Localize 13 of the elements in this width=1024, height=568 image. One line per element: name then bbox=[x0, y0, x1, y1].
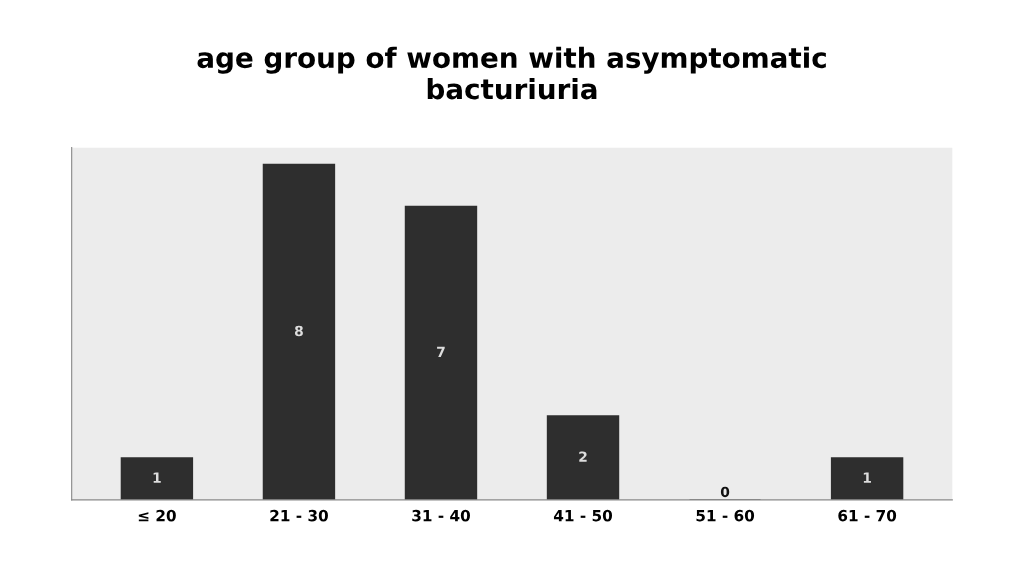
data-label: 1 bbox=[153, 472, 161, 483]
data-label: 7 bbox=[437, 346, 445, 357]
x-tick-label: ≤ 20 bbox=[138, 509, 176, 522]
x-tick-label: 41 - 50 bbox=[553, 509, 613, 522]
data-label: 2 bbox=[579, 451, 587, 462]
data-label: 0 bbox=[720, 486, 730, 498]
x-tick-label: 31 - 40 bbox=[412, 509, 470, 522]
chart-title: age group of women with asymptomatic bacturiuria bbox=[197, 46, 826, 100]
data-label: 8 bbox=[294, 325, 303, 337]
x-tick-label: 51 - 60 bbox=[696, 509, 755, 522]
x-tick-label: 21 - 30 bbox=[270, 509, 328, 522]
data-label: 1 bbox=[863, 472, 871, 483]
x-tick-label: 61 - 70 bbox=[838, 509, 897, 522]
